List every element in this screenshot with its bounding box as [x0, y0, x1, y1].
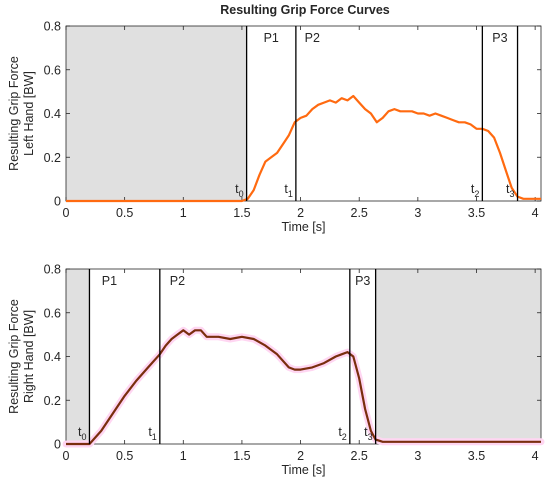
- x-tick-label: 2: [297, 449, 304, 463]
- time-marker-label: t1: [148, 425, 157, 442]
- x-tick-label: 1: [180, 449, 187, 463]
- y-axis-label: Left Hand [BW]: [22, 71, 36, 156]
- shaded-region: [66, 269, 90, 444]
- x-tick-label: 4: [532, 449, 539, 463]
- time-marker-label: t2: [338, 425, 347, 442]
- time-marker-label: t2: [471, 182, 480, 199]
- phase-label: P3: [355, 274, 370, 288]
- x-tick-label: 0.5: [116, 206, 133, 220]
- time-marker-subscript: 0: [81, 432, 86, 442]
- time-marker-letter: t: [338, 425, 342, 439]
- phase-label: P1: [102, 274, 117, 288]
- series-line: [66, 94, 541, 203]
- time-marker-letter: t: [506, 182, 510, 196]
- phase-label: P2: [170, 274, 185, 288]
- x-tick-label: 1: [180, 206, 187, 220]
- y-tick-label: 0.4: [44, 107, 61, 121]
- y-axis-label: Resulting Grip Force: [7, 299, 21, 414]
- y-tick-label: 0.2: [44, 151, 61, 165]
- left-hand-chart: 0 0.5 1 1.5 2 2.5 3 3.5 4 0 0.2 0.4 0.6 0.8 Time [s] Re…: [7, 20, 542, 234]
- time-marker-letter: t: [364, 425, 368, 439]
- y-tick-label: 0: [54, 438, 61, 452]
- y-tick-label: 0.6: [44, 306, 61, 320]
- x-tick-label: 3.5: [468, 449, 485, 463]
- shaded-region: [375, 269, 541, 444]
- time-marker-subscript: 3: [510, 189, 515, 199]
- figure-title: Resulting Grip Force Curves: [220, 3, 390, 17]
- phase-label: P3: [492, 31, 507, 45]
- x-tick-label: 3.5: [468, 206, 485, 220]
- shaded-region: [66, 26, 247, 201]
- time-marker-subscript: 2: [342, 432, 347, 442]
- y-tick-label: 0.8: [44, 263, 61, 277]
- x-tick-label: 2: [297, 206, 304, 220]
- y-axis-label: Resulting Grip Force: [7, 56, 21, 171]
- x-tick-label: 4: [532, 206, 539, 220]
- time-marker-letter: t: [284, 182, 288, 196]
- x-tick-label: 0.5: [116, 449, 133, 463]
- time-marker-letter: t: [471, 182, 475, 196]
- y-tick-label: 0.6: [44, 63, 61, 77]
- phase-label: P2: [305, 31, 320, 45]
- x-axis-label: Time [s]: [282, 463, 326, 477]
- time-marker-label: t0: [235, 182, 244, 199]
- time-marker-subscript: 0: [239, 189, 244, 199]
- y-tick-label: 0: [54, 195, 61, 209]
- x-tick-label: 2.5: [351, 449, 368, 463]
- time-marker-letter: t: [235, 182, 239, 196]
- x-tick-label: 3: [414, 449, 421, 463]
- series-line: [66, 329, 541, 446]
- x-tick-label: 0: [63, 206, 70, 220]
- phase-label: P1: [264, 31, 279, 45]
- time-marker-label: t3: [506, 182, 515, 199]
- time-marker-subscript: 1: [288, 189, 293, 199]
- y-axis-label: Right Hand [BW]: [22, 310, 36, 403]
- time-marker-label: t1: [284, 182, 293, 199]
- x-tick-label: 2.5: [351, 206, 368, 220]
- time-marker-subscript: 3: [368, 432, 373, 442]
- x-tick-label: 0: [63, 449, 70, 463]
- time-marker-label: t3: [364, 425, 373, 442]
- time-marker-label: t0: [78, 425, 87, 442]
- x-tick-label: 1.5: [233, 206, 250, 220]
- y-tick-label: 0.8: [44, 20, 61, 34]
- time-marker-letter: t: [78, 425, 82, 439]
- x-tick-label: 3: [414, 206, 421, 220]
- time-marker-letter: t: [148, 425, 152, 439]
- time-marker-subscript: 2: [474, 189, 479, 199]
- y-tick-label: 0.2: [44, 394, 61, 408]
- x-tick-label: 1.5: [233, 449, 250, 463]
- y-tick-label: 0.4: [44, 350, 61, 364]
- time-marker-subscript: 1: [152, 432, 157, 442]
- x-axis-label: Time [s]: [282, 220, 326, 234]
